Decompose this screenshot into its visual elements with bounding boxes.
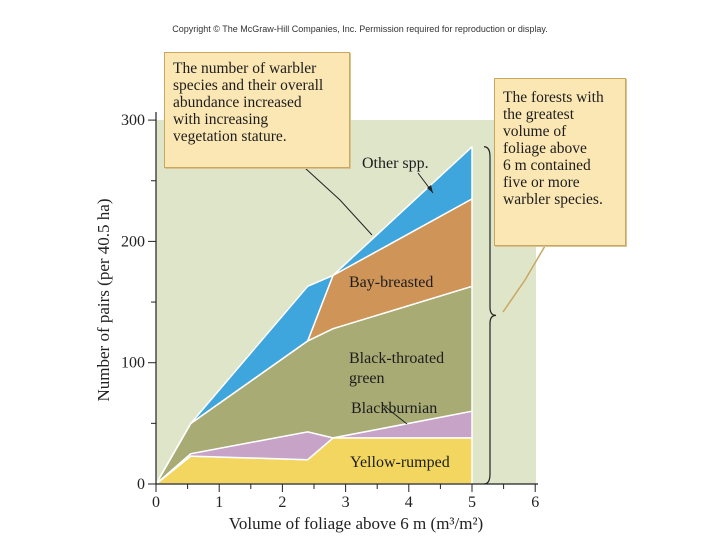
callout-line: species and their overall	[173, 77, 324, 94]
y-tick-label: 300	[121, 112, 145, 129]
series-label-bay-breasted: Bay-breasted	[349, 274, 433, 291]
series-label-black-throated-green: green	[349, 370, 385, 387]
x-axis-label: Volume of foliage above 6 m (m³/m²)	[229, 514, 483, 533]
y-axis-label: Number of pairs (per 40.5 ha)	[94, 199, 113, 402]
callout-line: abundance increased	[173, 94, 302, 111]
x-tick-label: 0	[152, 494, 160, 511]
callout-left-pointer	[304, 167, 373, 236]
y-tick-label: 200	[121, 233, 145, 250]
callout-line: The number of warbler	[173, 60, 317, 77]
blackburnian-pointer	[382, 404, 408, 425]
callout-line: with increasing	[173, 111, 269, 128]
series-label-black-throated-green: Black-throated	[349, 350, 444, 367]
series-label-yellow-rumped: Yellow-rumped	[350, 454, 450, 471]
x-tick-label: 5	[468, 494, 476, 511]
callout-line: The forests with	[503, 89, 604, 106]
callout-right-pointer	[502, 245, 546, 313]
callout-line: five or more	[503, 174, 580, 191]
x-tick-label: 4	[405, 494, 413, 511]
other-spp-pointer-arrowhead	[427, 185, 433, 193]
callout-line: foliage above	[503, 140, 587, 157]
series-label-other-spp: Other spp.	[362, 155, 429, 172]
callout-abundance-note: The number of warbler species and their …	[164, 52, 350, 168]
callout-line: vegetation stature.	[173, 128, 287, 145]
y-tick-label: 0	[137, 476, 145, 493]
callout-foliage-note: The forests with the greatest volume of …	[494, 78, 626, 246]
series-label-blackburnian: Blackburnian	[351, 400, 437, 417]
callout-line: the greatest	[503, 106, 575, 123]
callout-line: volume of	[503, 123, 567, 140]
x-tick-label: 6	[531, 494, 539, 511]
area-other-spp	[155, 146, 473, 485]
x-tick-label: 3	[342, 494, 350, 511]
callout-line: 6 m contained	[503, 157, 591, 174]
x-tick-label: 1	[215, 494, 223, 511]
curly-brace	[483, 146, 497, 485]
x-tick-label: 2	[278, 494, 286, 511]
callout-line: warbler species.	[503, 191, 603, 208]
y-tick-label: 100	[121, 355, 145, 372]
copyright-notice: Copyright © The McGraw-Hill Companies, I…	[172, 24, 548, 34]
